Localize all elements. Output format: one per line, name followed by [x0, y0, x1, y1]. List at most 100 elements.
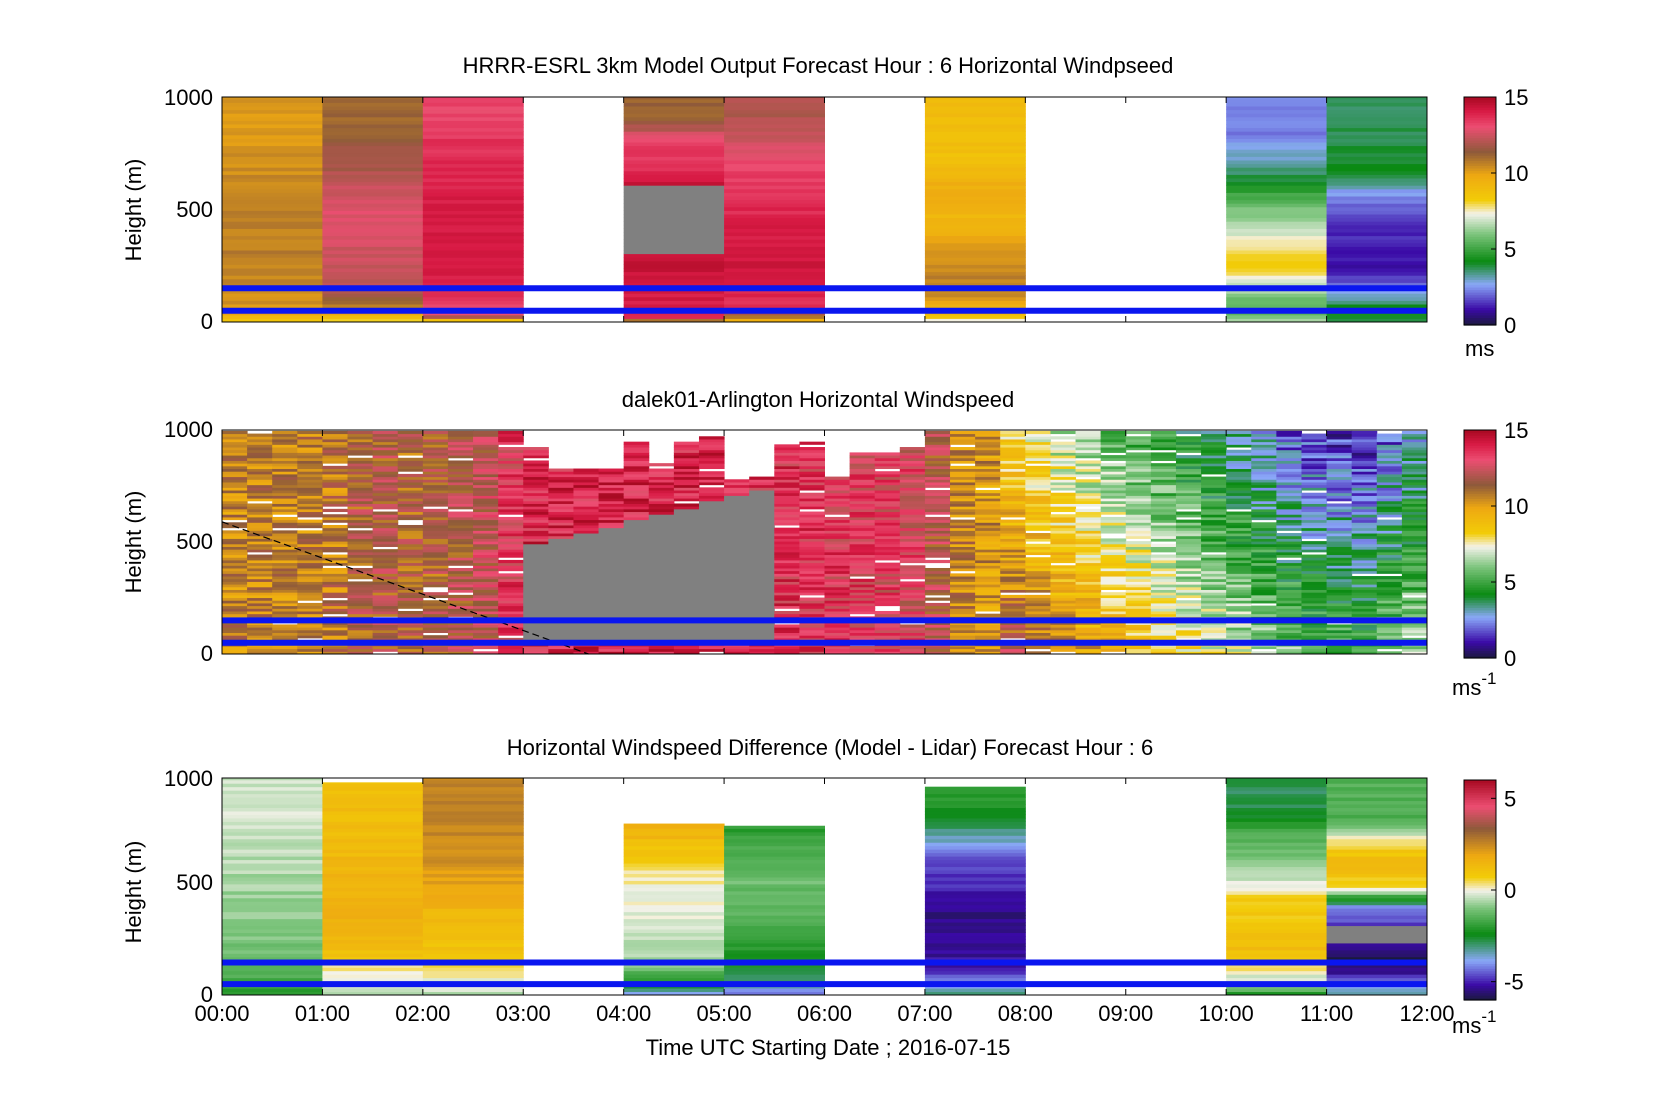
heatmap-cell	[1376, 549, 1403, 553]
heatmap-cell-missing	[598, 565, 625, 569]
heatmap-cell	[272, 506, 298, 510]
heatmap-cell	[1025, 581, 1051, 585]
heatmap-cell-missing	[749, 602, 775, 607]
heatmap-cell	[422, 282, 524, 287]
heatmap-cell	[222, 807, 323, 812]
heatmap-cell	[598, 651, 625, 655]
heatmap-cell	[874, 648, 901, 652]
heatmap-cell	[498, 436, 524, 440]
heatmap-cell	[1401, 597, 1428, 601]
heatmap-cell	[623, 988, 725, 993]
heatmap-cell	[1301, 549, 1328, 553]
heatmap-cell	[548, 530, 574, 534]
heatmap-cell	[950, 490, 976, 494]
heatmap-cell	[498, 449, 524, 453]
heatmap-cell	[247, 506, 273, 510]
heatmap-cell	[222, 648, 248, 652]
heatmap-cell	[799, 559, 825, 564]
heatmap-cell	[1025, 567, 1051, 572]
heatmap-cell	[422, 519, 449, 523]
heatmap-cell	[1226, 565, 1252, 569]
heatmap-cell	[1025, 613, 1051, 617]
heatmap-cell	[322, 199, 424, 204]
heatmap-cell	[372, 441, 399, 445]
heatmap-cell	[924, 797, 1026, 802]
heatmap-cell	[297, 530, 323, 534]
heatmap-cell-missing	[573, 546, 600, 550]
heatmap-cell	[623, 447, 650, 451]
heatmap-cell	[724, 235, 825, 240]
heatmap-cell	[322, 178, 424, 183]
heatmap-cell	[422, 455, 449, 459]
heatmap-cell	[473, 586, 499, 590]
heatmap-cell	[523, 484, 549, 488]
heatmap-cell	[899, 589, 926, 593]
heatmap-cell	[1175, 573, 1202, 577]
heatmap-cell	[774, 519, 800, 523]
heatmap-cell	[322, 570, 349, 574]
heatmap-cell	[1301, 629, 1328, 633]
heatmap-cell	[1100, 508, 1127, 513]
heatmap-cell	[473, 463, 499, 467]
heatmap-cell	[222, 268, 323, 273]
heatmap-cell	[1301, 527, 1328, 531]
heatmap-cell	[297, 449, 323, 453]
heatmap-cell	[1150, 465, 1177, 470]
heatmap-cell	[222, 876, 323, 881]
heatmap-cell	[297, 562, 323, 566]
heatmap-cell-missing	[548, 605, 574, 609]
heatmap-cell-missing	[724, 573, 750, 577]
heatmap-cell	[1226, 974, 1328, 979]
heatmap-cell	[623, 102, 725, 107]
heatmap-cell-missing	[698, 570, 725, 574]
heatmap-cell	[824, 535, 851, 539]
heatmap-cell-missing	[523, 554, 549, 558]
heatmap-cell-missing	[724, 562, 750, 566]
heatmap-cell	[222, 551, 248, 556]
heatmap-cell	[1326, 922, 1428, 927]
heatmap-cell	[1401, 495, 1428, 499]
heatmap-cell	[924, 113, 1026, 118]
heatmap-cell	[422, 557, 449, 561]
heatmap-cell	[950, 527, 976, 531]
heatmap-cell	[924, 174, 1026, 179]
heatmap-cell	[975, 586, 1001, 590]
heatmap-cell	[1326, 174, 1428, 179]
heatmap-cell	[1226, 152, 1328, 157]
heatmap-cell	[924, 637, 951, 642]
heatmap-cell-missing	[749, 600, 775, 604]
heatmap-cell	[774, 522, 800, 526]
heatmap-cell	[222, 228, 323, 233]
heatmap-cell	[623, 149, 725, 154]
heatmap-cell	[1175, 511, 1202, 515]
heatmap-cell	[724, 214, 825, 219]
heatmap-cell	[322, 918, 424, 923]
heatmap-cell	[473, 471, 499, 475]
heatmap-cell	[648, 498, 675, 502]
heatmap-cell	[724, 314, 825, 319]
heatmap-cell	[422, 174, 524, 179]
heatmap-cell	[422, 538, 449, 542]
heatmap-cell-missing	[573, 589, 600, 593]
heatmap-cell	[950, 651, 976, 655]
heatmap-cell	[322, 268, 424, 273]
heatmap-cell	[1276, 635, 1302, 639]
colorbar-swatch	[1464, 122, 1496, 126]
heatmap-cell	[222, 264, 323, 269]
heatmap-cell-missing	[724, 557, 750, 561]
heatmap-cell	[222, 113, 323, 118]
heatmap-cell	[1100, 629, 1127, 633]
heatmap-cell	[1351, 597, 1378, 601]
heatmap-cell	[924, 452, 951, 456]
heatmap-cell-missing	[573, 541, 600, 545]
heatmap-cell	[1326, 894, 1428, 899]
heatmap-cell	[975, 511, 1001, 515]
heatmap-cell	[1351, 476, 1378, 480]
heatmap-cell	[422, 289, 524, 294]
heatmap-cell	[698, 457, 725, 461]
heatmap-cell	[322, 942, 424, 947]
heatmap-cell	[1276, 441, 1302, 445]
heatmap-cell	[372, 586, 399, 590]
heatmap-cell	[950, 484, 976, 488]
heatmap-cell-missing	[698, 632, 725, 636]
